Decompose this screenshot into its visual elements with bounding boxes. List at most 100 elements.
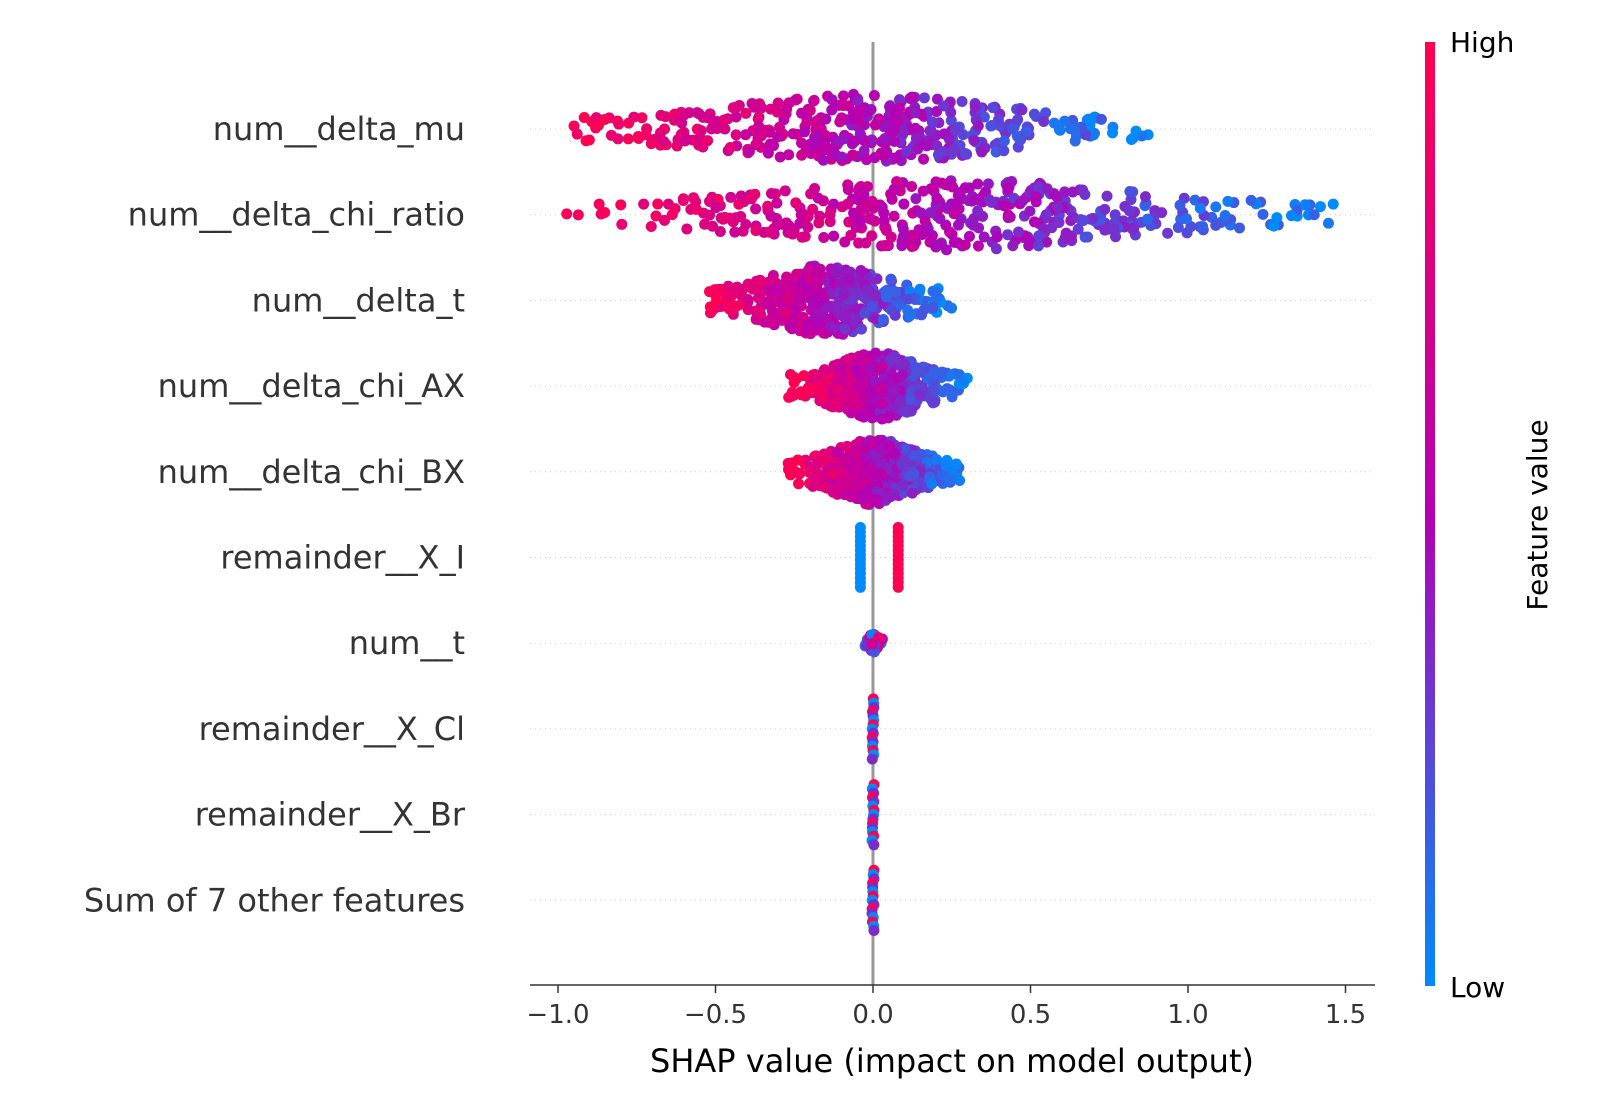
- shap-point: [615, 199, 627, 211]
- shap-point: [802, 264, 814, 276]
- shap-point: [949, 125, 961, 137]
- shap-point: [1079, 231, 1091, 243]
- shap-point: [866, 301, 878, 313]
- shap-point: [765, 187, 777, 199]
- shap-point: [1020, 126, 1032, 138]
- shap-point: [884, 440, 896, 452]
- shap-point: [812, 192, 824, 204]
- shap-point: [783, 149, 795, 161]
- shap-point: [776, 218, 788, 230]
- shap-point: [793, 478, 805, 490]
- x-tick-label: 0.0: [852, 1000, 893, 1030]
- shap-point: [873, 113, 885, 125]
- shap-point: [671, 140, 683, 152]
- shap-point: [887, 489, 899, 501]
- shap-point: [830, 266, 842, 278]
- colorbar-high-label: High: [1450, 26, 1514, 59]
- shap-point: [1023, 240, 1035, 252]
- shap-point: [852, 111, 864, 123]
- shap-point: [998, 135, 1010, 147]
- shap-point: [1210, 219, 1222, 231]
- shap-point: [1088, 129, 1100, 141]
- shap-point: [888, 183, 900, 195]
- shap-point: [998, 145, 1010, 157]
- shap-point: [861, 199, 873, 211]
- shap-point: [1007, 123, 1019, 135]
- shap-point: [807, 300, 819, 312]
- shap-point: [941, 244, 953, 256]
- shap-point: [837, 367, 849, 379]
- x-axis: −1.0 −0.5 0.0 0.5 1.0 1.5: [526, 984, 1375, 1030]
- shap-point: [834, 279, 846, 291]
- shap-point: [809, 183, 821, 195]
- shap-point: [822, 301, 834, 313]
- shap-point: [658, 135, 670, 147]
- shap-point: [898, 405, 910, 417]
- shap-point: [842, 353, 854, 365]
- shap-point: [849, 303, 861, 315]
- shap-point: [640, 129, 652, 141]
- shap-point: [1139, 191, 1151, 203]
- shap-point: [805, 288, 817, 300]
- shap-point: [877, 313, 889, 325]
- shap-point: [613, 118, 625, 130]
- shap-point: [832, 446, 844, 458]
- shap-point: [1285, 210, 1297, 222]
- shap-point: [885, 273, 897, 285]
- shap-point: [954, 475, 966, 487]
- feature-points: [568, 88, 1154, 167]
- shap-point: [1053, 216, 1065, 228]
- shap-point: [1032, 240, 1044, 252]
- shap-point: [1234, 222, 1246, 234]
- shap-point: [795, 209, 807, 221]
- shap-point: [859, 391, 871, 403]
- shap-point: [956, 95, 968, 107]
- shap-point: [1174, 199, 1186, 211]
- shap-point: [879, 133, 891, 145]
- shap-point: [668, 114, 680, 126]
- shap-point: [818, 232, 830, 244]
- shap-point: [888, 125, 900, 137]
- shap-point: [936, 177, 948, 189]
- shap-point: [976, 146, 988, 158]
- shap-point: [658, 214, 670, 226]
- shap-point: [828, 198, 840, 210]
- shap-point: [779, 185, 791, 197]
- shap-point: [816, 143, 828, 155]
- shap-point: [948, 236, 960, 248]
- shap-point: [879, 240, 891, 252]
- shap-point: [952, 219, 964, 231]
- shap-point: [753, 111, 765, 123]
- shap-point: [871, 486, 883, 498]
- shap-point: [885, 304, 897, 316]
- shap-point: [636, 112, 648, 124]
- shap-point: [1189, 194, 1201, 206]
- shap-point: [690, 203, 702, 215]
- shap-point: [944, 226, 956, 238]
- shap-point: [914, 283, 926, 295]
- shap-point: [817, 154, 829, 166]
- shap-point: [765, 103, 777, 115]
- shap-point: [945, 180, 957, 192]
- shap-point: [817, 454, 829, 466]
- shap-point: [731, 300, 743, 312]
- shap-point: [986, 196, 998, 208]
- shap-point: [1127, 186, 1139, 198]
- shap-point: [1002, 229, 1014, 241]
- shap-point: [950, 458, 962, 470]
- shap-point: [1065, 230, 1077, 242]
- shap-point: [1130, 125, 1142, 137]
- shap-point: [865, 213, 877, 225]
- shap-point: [1002, 209, 1014, 221]
- shap-point: [927, 302, 939, 314]
- shap-point: [859, 307, 871, 319]
- x-tick-label: 0.5: [1010, 1000, 1051, 1030]
- shap-point: [890, 286, 902, 298]
- shap-point: [870, 347, 882, 359]
- shap-point: [1141, 213, 1153, 225]
- shap-point: [764, 126, 776, 138]
- shap-point: [742, 294, 754, 306]
- shap-point: [764, 298, 776, 310]
- feature-points: [783, 347, 973, 425]
- shap-point: [978, 231, 990, 243]
